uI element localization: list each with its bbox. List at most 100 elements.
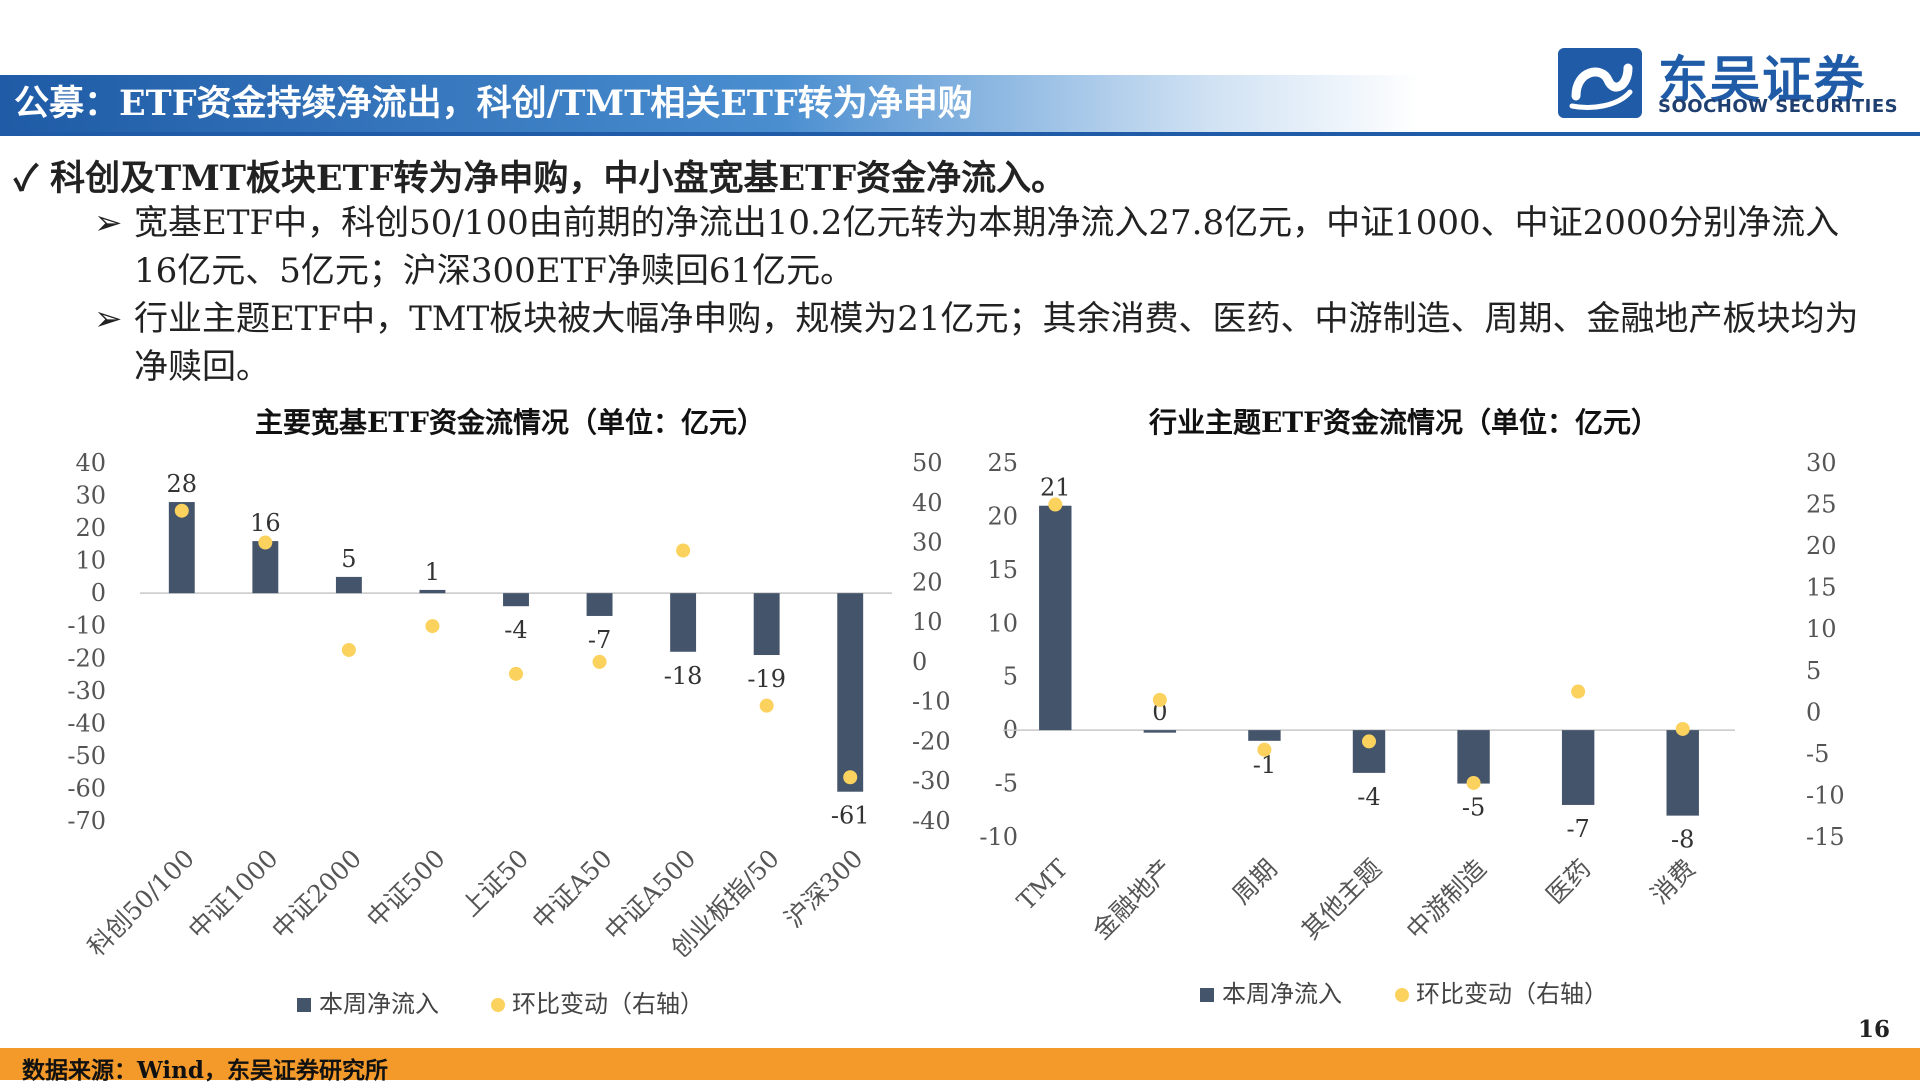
right-axis-tick-label: 50 [912, 449, 943, 477]
bar [1561, 730, 1595, 805]
right-axis-tick-label: 5 [1806, 657, 1821, 685]
left-axis-tick-label: -10 [67, 612, 106, 640]
category-label: 中游制造 [1401, 854, 1492, 945]
legend-dot-label: 环比变动（右轴） [1416, 980, 1608, 1008]
change-dot [1571, 684, 1586, 699]
right-axis-tick-label: -40 [912, 807, 951, 835]
change-dot [592, 654, 607, 669]
left-axis-tick-label: 25 [987, 449, 1018, 477]
change-dot [1048, 497, 1063, 512]
bar-data-label: 16 [250, 509, 281, 537]
left-axis-tick-label: -30 [67, 677, 106, 705]
left-axis-tick-label: -70 [67, 807, 106, 835]
change-dot [258, 535, 273, 550]
title-band [0, 75, 1420, 132]
bar-data-label: -18 [664, 662, 703, 690]
right-axis-tick-label: 0 [1806, 698, 1821, 726]
bar [335, 576, 362, 594]
left-axis-tick-label: -60 [67, 774, 106, 802]
right-axis-tick-label: 20 [912, 568, 943, 596]
left-axis-tick-label: -40 [67, 709, 106, 737]
right-axis-tick-label: 40 [912, 489, 943, 517]
bar-data-label: -1 [1253, 751, 1276, 779]
change-dot [843, 770, 858, 785]
main-bullet: ✓ 科创及TMT板块ETF转为净申购，中小盘宽基ETF资金净流入。 [14, 150, 1066, 201]
broad-etf-chart: 主要宽基ETF资金流情况（单位：亿元）403020100-10-20-30-40… [67, 406, 951, 1018]
bar-data-label: -7 [1566, 815, 1589, 843]
sector-etf-chart: 行业主题ETF资金流情况（单位：亿元） 25 20 15 10 5 0 -5 -10 30 25 20… [979, 406, 1845, 1008]
right-axis-tick-label: 30 [912, 529, 943, 557]
left-axis-tick-label: 20 [75, 514, 106, 542]
left-axis-tick-label: 40 [75, 449, 106, 477]
bar [837, 593, 864, 792]
sub-bullet-2: ➢ 行业主题ETF中，TMT板块被大幅净申购，规模为21亿元；其余消费、医药、中… [94, 295, 1874, 391]
right-axis-tick-label: 10 [912, 608, 943, 636]
bar [1143, 730, 1177, 733]
arrow-bullet-icon: ➢ [94, 203, 123, 243]
bar-data-label: -61 [831, 802, 870, 830]
left-axis-tick-label: 10 [987, 609, 1018, 637]
right-axis-tick-label: 25 [1806, 491, 1837, 519]
bar [419, 589, 446, 594]
left-axis-tick-label: 10 [75, 547, 106, 575]
right-axis-tick-label: -5 [1806, 740, 1829, 768]
bar-data-label: -8 [1671, 826, 1694, 854]
logo-english-name: SOOCHOW SECURITIES [1658, 96, 1899, 117]
arrow-bullet-icon: ➢ [94, 299, 123, 339]
legend-dot-swatch [491, 998, 505, 1012]
right-axis-tick-label: -15 [1806, 823, 1845, 851]
sub-bullet-1-text: 宽基ETF中，科创50/100由前期的净流出10.2亿元转为本期净流入27.8亿… [134, 203, 1840, 291]
category-label: TMT [1011, 854, 1073, 916]
bar-data-label: 21 [1040, 474, 1071, 502]
chart-title: 行业主题ETF资金流情况（单位：亿元） [1148, 406, 1659, 439]
change-dot [759, 698, 774, 713]
right-axis-tick-label: 10 [1806, 615, 1837, 643]
change-dot [1466, 775, 1481, 790]
page-number: 16 [1857, 1016, 1890, 1043]
legend-dot-swatch [1395, 988, 1409, 1002]
header-divider [0, 132, 1920, 136]
page-title: 公募：ETF资金持续净流出，科创/TMT相关ETF转为净申购 [14, 83, 973, 124]
legend-bar-swatch [297, 998, 311, 1012]
right-axis-tick-label: 15 [1806, 574, 1837, 602]
chart-title: 主要宽基ETF资金流情况（单位：亿元） [255, 406, 765, 439]
left-axis-tick-label: -10 [979, 823, 1018, 851]
bar-data-label: -4 [1357, 783, 1380, 811]
check-icon: ✓ [14, 158, 38, 199]
main-bullet-text: 科创及TMT板块ETF转为净申购，中小盘宽基ETF资金净流入。 [50, 158, 1067, 199]
bar [753, 593, 780, 656]
change-dot [676, 543, 691, 558]
right-axis-tick-label: -30 [912, 767, 951, 795]
category-label: 中证500 [361, 844, 451, 934]
legend-bar-label: 本周净流入 [1222, 980, 1342, 1008]
company-logo: 东吴证券 SOOCHOW SECURITIES [1558, 40, 1908, 126]
left-axis-tick-label: 15 [987, 556, 1018, 584]
left-axis-tick-label: -50 [67, 742, 106, 770]
footer-bar [0, 1048, 1920, 1080]
category-label: 中证1000 [183, 844, 284, 945]
category-label: 中证2000 [266, 844, 367, 945]
bar-data-label: 28 [167, 470, 198, 498]
left-axis-tick-label: -5 [995, 770, 1018, 798]
change-dot [1257, 742, 1272, 757]
right-axis-tick-label: -10 [1806, 781, 1845, 809]
change-dot [341, 642, 356, 657]
bar-data-label: 5 [341, 545, 356, 573]
category-label: 消费 [1645, 854, 1701, 910]
category-label: 周期 [1227, 854, 1283, 910]
legend-bar-swatch [1200, 988, 1214, 1002]
right-axis-tick-label: -20 [912, 727, 951, 755]
soochow-logo-icon [1558, 48, 1642, 118]
change-dot [1675, 721, 1690, 736]
change-dot [1152, 692, 1167, 707]
change-dot [1362, 734, 1376, 749]
right-axis-tick-label: -10 [912, 688, 951, 716]
category-label: 医药 [1541, 854, 1597, 910]
left-axis-tick-label: 5 [1003, 663, 1018, 691]
legend-dot-label: 环比变动（右轴） [512, 990, 704, 1018]
right-axis-tick-label: 30 [1806, 449, 1837, 477]
bar [1248, 730, 1281, 741]
category-label: 其他主题 [1296, 854, 1387, 945]
category-label: 上证50 [456, 844, 534, 922]
bar-data-label: -7 [588, 626, 611, 654]
